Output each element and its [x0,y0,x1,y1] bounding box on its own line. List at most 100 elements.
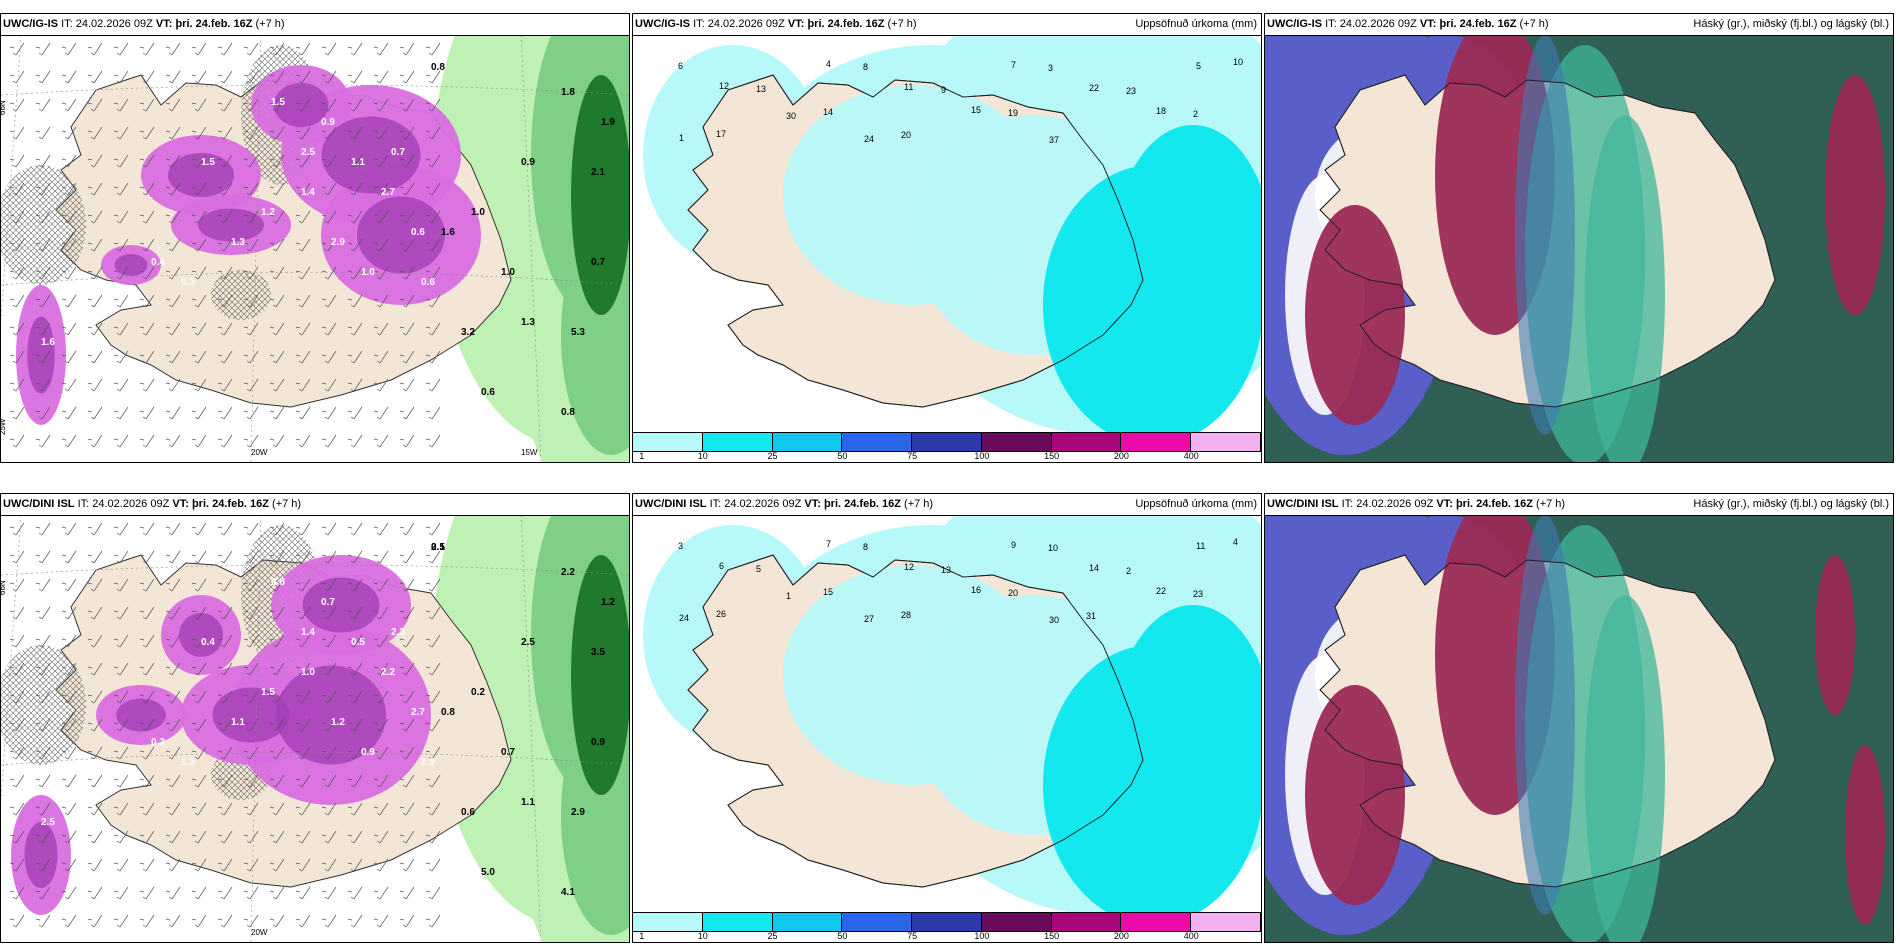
field-shape [212,687,290,743]
field-value-label: 3 [678,541,683,551]
field-value-label: 0.6 [421,277,435,288]
graticule [1,35,629,462]
field-value-label: 1.3 [231,237,245,248]
field-shape [211,270,271,320]
legend-swatch [702,433,773,451]
field-value-label: 1.1 [351,157,365,168]
field-shape [1305,685,1405,905]
legend-tick: 150 [1044,451,1060,461]
legend-tick: 150 [1044,931,1060,941]
field-value-label: 1.0 [301,667,315,678]
field-value-label: 1.3 [521,317,535,328]
legend-tick: 400 [1183,451,1199,461]
field-shape [321,116,421,194]
lon-label: 15W [521,448,538,457]
field-value-label: 17 [716,129,726,139]
field-value-label: 1.4 [301,187,315,198]
wind-barbs [9,522,441,928]
field-shape [168,153,234,197]
lon-label: 20W [251,448,268,457]
field-shape [357,196,445,274]
legend-tick: 75 [907,931,918,941]
field-value-label: 1.2 [331,717,345,728]
field-shape [1825,75,1885,315]
field-value-label: 2.2 [381,667,395,678]
legend-tick: 50 [837,931,848,941]
field-value-label: 14 [1089,563,1099,573]
field-value-label: 8 [863,62,868,72]
field-value-label: 0.3 [181,277,195,288]
cloud-map [1265,515,1893,942]
field-value-label: 2.5 [521,637,535,648]
field-value-label: 2.9 [571,807,585,818]
field-value-label: 20 [901,130,911,140]
legend-tick: 400 [1183,931,1199,941]
legend-swatch [912,913,982,931]
panel-title: UWC/IG-IS IT: 24.02.2026 09Z VT: þri. 24… [1265,14,1893,36]
field-value-label: 1.6 [441,227,455,238]
field-shape [1845,745,1885,925]
panel-title: UWC/DINI ISL IT: 24.02.2026 09Z VT: þri.… [1265,494,1893,516]
lon-label: 25W [1,418,7,435]
field-value-label: 24 [864,134,874,144]
panel-title: UWC/IG-IS IT: 24.02.2026 09Z VT: þri. 24… [633,14,1261,36]
field-value-label: 1.5 [271,97,285,108]
field-value-label: 2.5 [301,147,315,158]
field-value-label: 13 [941,565,951,575]
legend-swatch [842,433,913,451]
field-value-label: 1.2 [261,207,275,218]
field-value-label: 11 [904,82,913,92]
field-shape [1515,35,1575,435]
field-value-label: 23 [1126,86,1136,96]
legend-swatch [772,913,843,931]
field-value-label: 4 [826,59,831,69]
field-shape [198,208,264,242]
field-value-label: 1.9 [421,757,435,768]
field-value-label: 24 [679,613,689,623]
field-value-label: 1.3 [181,757,195,768]
field-value-label: 31 [1086,611,1096,621]
field-value-label: 10 [1048,543,1058,553]
field-value-label: 1.5 [261,687,275,698]
field-value-label: 3 [1048,63,1053,73]
panel-title: UWC/DINI ISL IT: 24.02.2026 09Z VT: þri.… [633,494,1261,516]
field-value-label: 9 [941,85,946,95]
panel-wind-ig: UWC/IG-IS IT: 24.02.2026 09Z VT: þri. 24… [0,13,630,463]
field-value-label: 1.0 [471,207,485,218]
field-value-label: 0.5 [351,637,365,648]
legend-tick: 200 [1113,451,1129,461]
field-value-label: 0.3 [151,737,165,748]
field-shape [1,645,86,765]
field-value-label: 1.4 [301,627,315,638]
legend-swatch [981,433,1052,451]
field-shape [571,75,629,315]
panel-title: UWC/IG-IS IT: 24.02.2026 09Z VT: þri. 24… [1,14,629,36]
legend-tick: 1 [639,451,645,461]
field-value-label: 1.9 [601,117,615,128]
field-value-label: 2.1 [591,167,605,178]
field-value-label: 0.8 [441,707,455,718]
field-value-label: 2.5 [41,817,55,828]
legend-swatch [1191,913,1261,931]
field-value-label: 2.9 [331,237,345,248]
field-shape [783,85,1043,305]
field-value-label: 0.6 [271,577,285,588]
legend-tick: 50 [837,451,848,461]
legend-tick: 200 [1113,931,1129,941]
field-value-label: 6 [678,61,683,71]
field-shape [276,665,386,765]
panel-cloud-dini: UWC/DINI ISL IT: 24.02.2026 09Z VT: þri.… [1264,493,1894,943]
field-value-label: 27 [864,614,874,624]
field-shape [116,698,166,732]
field-value-label: 20 [1008,588,1018,598]
field-value-label: 30 [786,111,796,121]
field-value-label: 1.1 [521,797,535,808]
field-value-label: 2.1 [431,542,445,553]
precip-legend: 1 10 25 50 75 100 150 200 400 [633,432,1261,462]
graticule [1,515,629,942]
field-value-label: 18 [1156,106,1166,116]
field-value-label: 28 [901,610,911,620]
legend-tick: 1 [639,931,645,941]
field-value-label: 1.2 [601,597,615,608]
field-shape [24,822,58,888]
